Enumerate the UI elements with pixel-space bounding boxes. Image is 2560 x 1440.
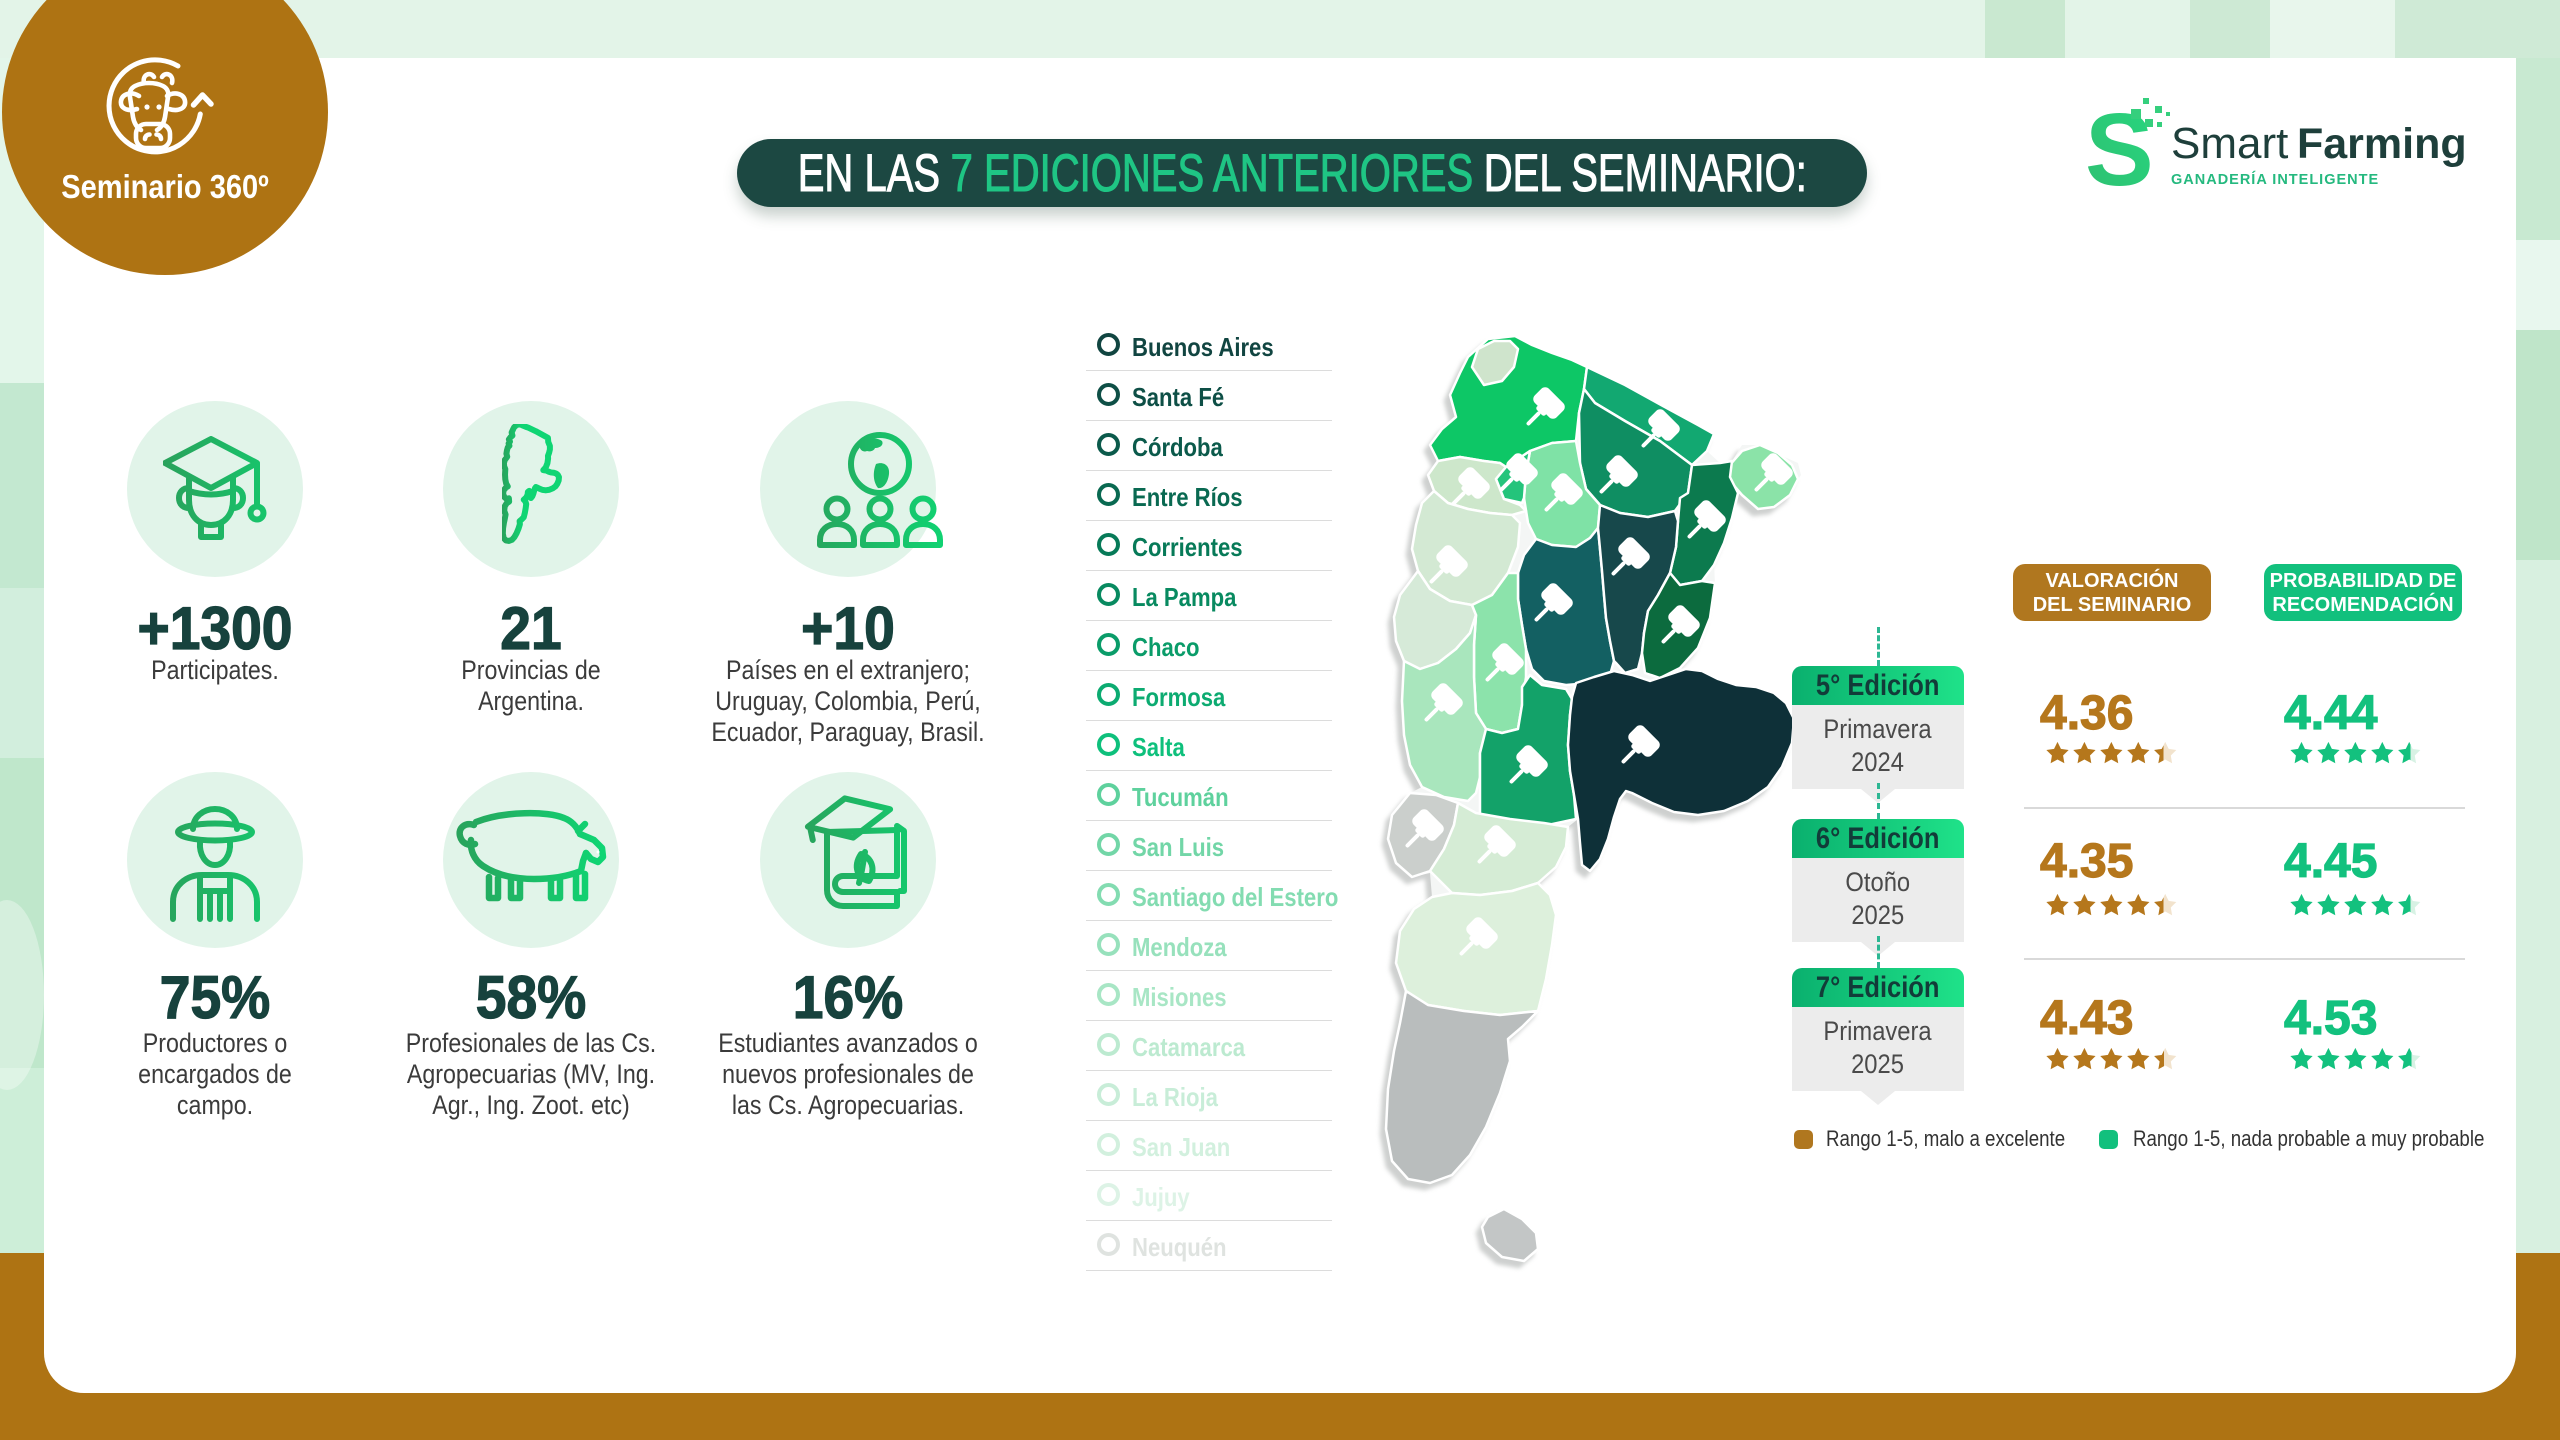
svg-text:Farming: Farming [2297, 120, 2465, 168]
svg-text:Smart: Smart [2171, 119, 2288, 168]
svg-text:GANADERÍA INTELIGENTE: GANADERÍA INTELIGENTE [2171, 171, 2379, 188]
svg-text:S: S [2085, 95, 2154, 205]
